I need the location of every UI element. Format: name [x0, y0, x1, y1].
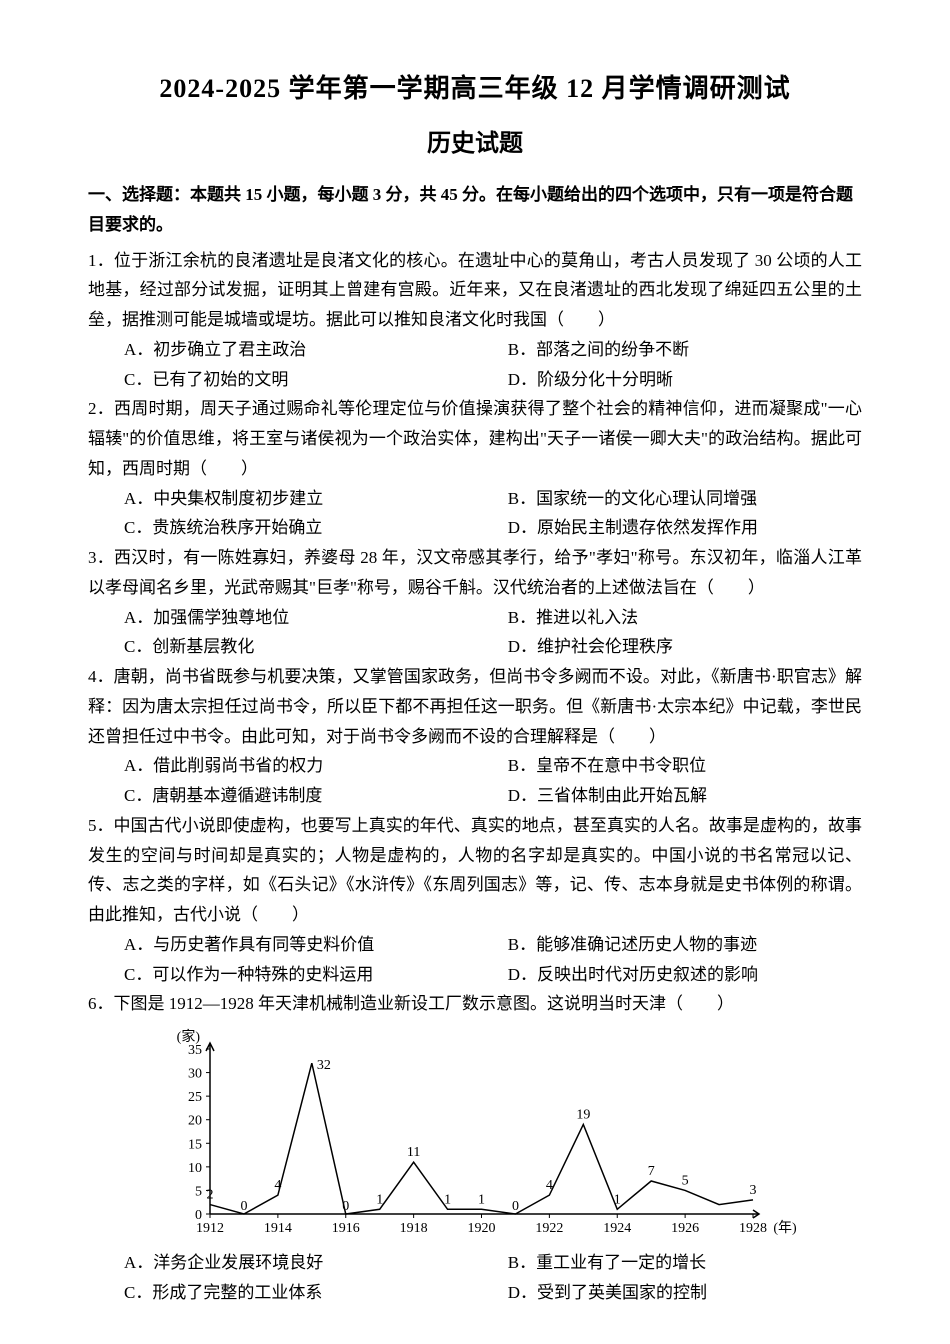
svg-text:5: 5	[195, 1184, 202, 1199]
svg-text:3: 3	[750, 1183, 757, 1198]
question-2-options-row2: C．贵族统治秩序开始确立 D．原始民主制遗存依然发挥作用	[88, 513, 862, 543]
option-2d: D．原始民主制遗存依然发挥作用	[508, 513, 862, 543]
option-3d: D．维护社会伦理秩序	[508, 632, 862, 662]
svg-text:1: 1	[444, 1192, 451, 1207]
exam-title-main: 2024-2025 学年第一学期高三年级 12 月学情调研测试	[88, 68, 862, 105]
svg-text:1912: 1912	[196, 1221, 224, 1236]
factory-chart: 0510152025303519121914191619181920192219…	[168, 1027, 808, 1242]
option-1b: B．部落之间的纷争不断	[508, 335, 862, 365]
question-3-options-row2: C．创新基层教化 D．维护社会伦理秩序	[88, 632, 862, 662]
svg-text:1914: 1914	[264, 1221, 292, 1236]
option-6c: C．形成了完整的工业体系	[124, 1278, 508, 1308]
option-4a: A．借此削弱尚书省的权力	[124, 751, 508, 781]
svg-text:1928: 1928	[739, 1221, 767, 1236]
question-6-stem: 6．下图是 1912—1928 年天津机械制造业新设工厂数示意图。这说明当时天津…	[88, 989, 862, 1019]
question-4-options-row2: C．唐朝基本遵循避讳制度 D．三省体制由此开始瓦解	[88, 781, 862, 811]
svg-text:1: 1	[614, 1192, 621, 1207]
svg-text:11: 11	[407, 1145, 420, 1160]
section-header: 一、选择题：本题共 15 小题，每小题 3 分，共 45 分。在每小题给出的四个…	[88, 180, 862, 240]
svg-text:1926: 1926	[671, 1221, 699, 1236]
question-6-options-row1: A．洋务企业发展环境良好 B．重工业有了一定的增长	[88, 1248, 862, 1278]
svg-text:20: 20	[188, 1114, 202, 1129]
svg-text:1924: 1924	[603, 1221, 631, 1236]
option-3c: C．创新基层教化	[124, 632, 508, 662]
question-2-options-row1: A．中央集权制度初步建立 B．国家统一的文化心理认同增强	[88, 484, 862, 514]
option-2a: A．中央集权制度初步建立	[124, 484, 508, 514]
question-3-options-row1: A．加强儒学独尊地位 B．推进以礼入法	[88, 603, 862, 633]
option-6a: A．洋务企业发展环境良好	[124, 1248, 508, 1278]
option-5d: D．反映出时代对历史叙述的影响	[508, 960, 862, 990]
svg-text:35: 35	[188, 1043, 202, 1058]
question-1-options-row1: A．初步确立了君主政治 B．部落之间的纷争不断	[88, 335, 862, 365]
question-5-options-row1: A．与历史著作具有同等史料价值 B．能够准确记述历史人物的事迹	[88, 930, 862, 960]
svg-text:0: 0	[342, 1199, 349, 1214]
svg-text:(年): (年)	[773, 1220, 797, 1236]
svg-text:1: 1	[478, 1192, 485, 1207]
svg-text:1922: 1922	[535, 1221, 563, 1236]
svg-text:32: 32	[317, 1058, 331, 1073]
svg-text:15: 15	[188, 1137, 202, 1152]
svg-text:0: 0	[512, 1199, 519, 1214]
svg-text:1916: 1916	[332, 1221, 360, 1236]
question-4-options-row1: A．借此削弱尚书省的权力 B．皇帝不在意中书令职位	[88, 751, 862, 781]
question-1-options-row2: C．已有了初始的文明 D．阶级分化十分明晰	[88, 365, 862, 395]
svg-text:4: 4	[274, 1178, 281, 1193]
option-5a: A．与历史著作具有同等史料价值	[124, 930, 508, 960]
question-5-stem: 5．中国古代小说即使虚构，也要写上真实的年代、真实的地点，甚至真实的人名。故事是…	[88, 811, 862, 930]
option-5b: B．能够准确记述历史人物的事迹	[508, 930, 862, 960]
question-1-stem: 1．位于浙江余杭的良渚遗址是良渚文化的核心。在遗址中心的莫角山，考古人员发现了 …	[88, 246, 862, 335]
option-1a: A．初步确立了君主政治	[124, 335, 508, 365]
svg-text:30: 30	[188, 1067, 202, 1082]
option-2b: B．国家统一的文化心理认同增强	[508, 484, 862, 514]
option-4b: B．皇帝不在意中书令职位	[508, 751, 862, 781]
option-6b: B．重工业有了一定的增长	[508, 1248, 862, 1278]
svg-text:2: 2	[207, 1188, 214, 1203]
svg-text:4: 4	[546, 1178, 553, 1193]
svg-text:7: 7	[648, 1164, 655, 1179]
option-3b: B．推进以礼入法	[508, 603, 862, 633]
option-1c: C．已有了初始的文明	[124, 365, 508, 395]
question-2-stem: 2．西周时期，周天子通过赐命礼等伦理定位与价值操演获得了整个社会的精神信仰，进而…	[88, 394, 862, 483]
option-6d: D．受到了英美国家的控制	[508, 1278, 862, 1308]
svg-text:1918: 1918	[400, 1221, 428, 1236]
option-4c: C．唐朝基本遵循避讳制度	[124, 781, 508, 811]
option-4d: D．三省体制由此开始瓦解	[508, 781, 862, 811]
svg-text:19: 19	[576, 1107, 590, 1122]
option-5c: C．可以作为一种特殊的史料运用	[124, 960, 508, 990]
svg-text:(家): (家)	[177, 1028, 201, 1045]
svg-text:1: 1	[376, 1192, 383, 1207]
svg-text:0: 0	[240, 1199, 247, 1214]
svg-text:10: 10	[188, 1161, 202, 1176]
question-4-stem: 4．唐朝，尚书省既参与机要决策，又掌管国家政务，但尚书令多阙而不设。对此，《新唐…	[88, 662, 862, 751]
svg-text:25: 25	[188, 1090, 202, 1105]
svg-text:1920: 1920	[468, 1221, 496, 1236]
option-3a: A．加强儒学独尊地位	[124, 603, 508, 633]
option-1d: D．阶级分化十分明晰	[508, 365, 862, 395]
svg-text:5: 5	[682, 1173, 689, 1188]
exam-title-subject: 历史试题	[88, 123, 862, 158]
question-3-stem: 3．西汉时，有一陈姓寡妇，养婆母 28 年，汉文帝感其孝行，给予"孝妇"称号。东…	[88, 543, 862, 603]
question-6-options-row2: C．形成了完整的工业体系 D．受到了英美国家的控制	[88, 1278, 862, 1308]
option-2c: C．贵族统治秩序开始确立	[124, 513, 508, 543]
question-5-options-row2: C．可以作为一种特殊的史料运用 D．反映出时代对历史叙述的影响	[88, 960, 862, 990]
